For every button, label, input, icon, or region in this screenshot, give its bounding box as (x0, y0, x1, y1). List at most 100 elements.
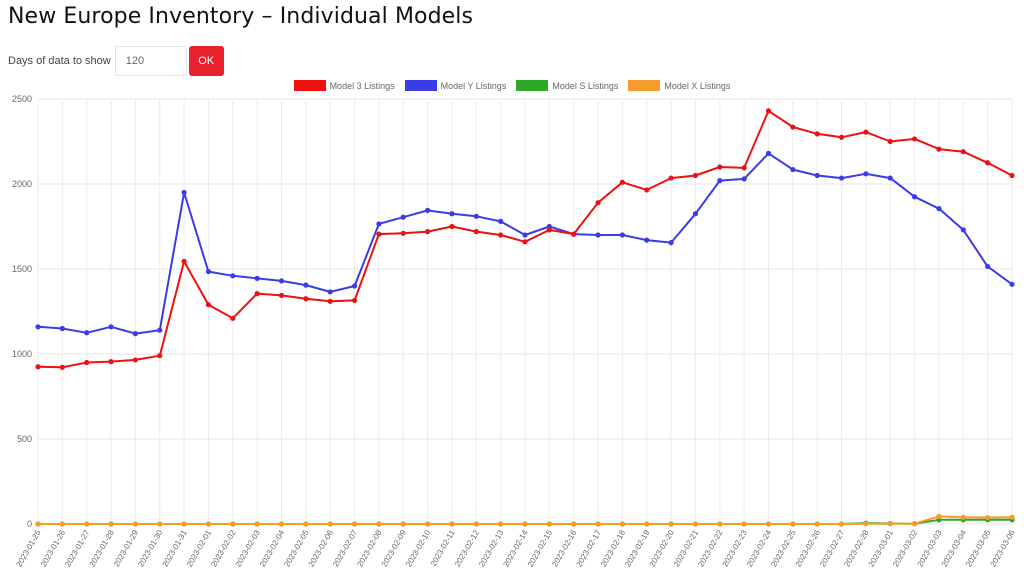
data-point (132, 521, 138, 527)
data-point (668, 521, 674, 527)
data-point (546, 521, 552, 527)
data-point (863, 129, 869, 135)
legend-item[interactable]: Model Y Listings (404, 80, 506, 91)
data-point (400, 230, 406, 236)
data-point (717, 521, 723, 527)
data-point (303, 296, 309, 302)
data-point (717, 178, 723, 184)
data-point (108, 359, 114, 365)
data-point (936, 513, 942, 519)
data-point (571, 521, 577, 527)
data-point (205, 268, 212, 275)
data-point (644, 521, 650, 527)
data-point (351, 297, 358, 304)
legend-item[interactable]: Model S Listings (516, 80, 618, 91)
legend-swatch (516, 80, 549, 91)
data-point (522, 521, 528, 527)
data-point (863, 171, 869, 177)
data-point (400, 521, 406, 527)
data-point (157, 327, 163, 333)
data-point (912, 194, 918, 200)
data-point (668, 240, 674, 246)
data-point (814, 172, 820, 179)
days-controls: Days of data to show OK (8, 46, 224, 76)
data-point (181, 189, 187, 196)
y-tick-label: 2500 (12, 94, 32, 104)
data-point (765, 521, 772, 527)
data-point (351, 283, 358, 289)
data-point (327, 298, 333, 304)
days-input[interactable] (114, 46, 187, 76)
data-point (960, 514, 966, 520)
data-point (59, 521, 65, 527)
data-point (692, 521, 699, 527)
data-point (595, 232, 601, 238)
legend-swatch (628, 80, 661, 91)
y-tick-label: 1000 (12, 349, 32, 359)
data-point (790, 521, 796, 527)
data-point (254, 275, 260, 281)
data-point (254, 291, 260, 297)
data-point (35, 521, 41, 527)
data-point (473, 213, 479, 219)
x-tick-label: 2023-03-06 (988, 528, 1017, 568)
data-point (912, 521, 918, 527)
data-point (960, 149, 966, 155)
y-tick-label: 500 (17, 434, 32, 444)
data-point (644, 237, 650, 243)
data-point (254, 521, 260, 527)
legend-item[interactable]: Model X Listings (628, 80, 730, 91)
data-point (230, 273, 236, 279)
legend-item[interactable]: Model 3 Listings (293, 80, 395, 91)
data-point (595, 200, 601, 206)
ok-button[interactable]: OK (188, 46, 224, 76)
data-point (887, 138, 893, 145)
days-label: Days of data to show (8, 55, 111, 67)
data-point (741, 165, 747, 171)
data-point (863, 521, 869, 527)
data-point (376, 521, 382, 527)
data-point (498, 232, 504, 238)
data-point (668, 175, 674, 181)
data-point (35, 364, 41, 370)
data-point (132, 331, 138, 337)
data-point (108, 324, 114, 330)
data-point (571, 231, 577, 237)
data-point (59, 325, 65, 332)
data-point (473, 229, 479, 235)
data-point (230, 315, 236, 321)
data-point (449, 211, 455, 217)
data-point (814, 131, 820, 137)
data-point (619, 232, 626, 238)
data-point (425, 521, 431, 527)
data-point (303, 282, 309, 288)
data-point (619, 179, 626, 185)
data-point (1009, 281, 1015, 287)
data-point (985, 263, 991, 270)
legend-label: Model S Listings (552, 80, 619, 91)
data-point (887, 521, 893, 527)
data-point (498, 218, 504, 224)
data-point (522, 232, 528, 238)
chart-legend: Model 3 Listings Model Y Listings Model S … (0, 80, 1024, 91)
data-point (230, 521, 236, 527)
data-point (449, 223, 455, 230)
data-point (838, 175, 845, 181)
legend-swatch (293, 80, 326, 91)
data-point (376, 221, 382, 227)
data-point (912, 136, 918, 142)
page-title: New Europe Inventory – Individual Models (8, 4, 474, 29)
data-point (181, 258, 187, 264)
data-point (351, 521, 358, 527)
data-point (278, 292, 285, 298)
y-tick-label: 1500 (12, 264, 32, 274)
data-point (108, 521, 114, 527)
data-point (327, 521, 333, 527)
data-point (985, 160, 991, 166)
data-point (400, 214, 406, 220)
data-point (936, 206, 942, 212)
data-point (985, 514, 991, 521)
data-point (960, 227, 966, 233)
data-point (35, 324, 41, 330)
